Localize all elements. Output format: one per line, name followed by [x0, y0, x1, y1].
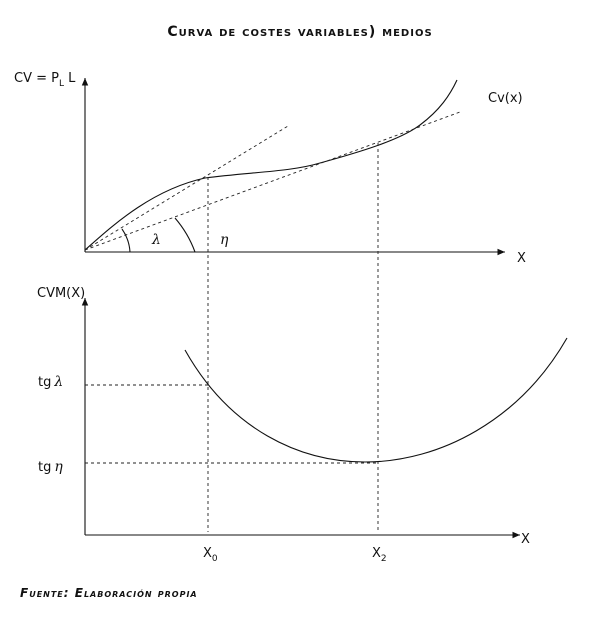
label-part: η — [54, 459, 63, 475]
title: Curva de costes variables) medios — [167, 24, 432, 40]
angle-label: λ — [151, 232, 161, 248]
y-axis-label: CVM(X) — [37, 286, 85, 301]
curve-label: Cv(x) — [488, 91, 523, 106]
label-part: L — [64, 71, 76, 86]
y-tick-label: tg η — [38, 459, 63, 475]
label-part: X — [372, 546, 381, 561]
label-part: tg — [38, 460, 51, 475]
label-part: L — [59, 79, 64, 89]
cv-curve — [84, 79, 458, 251]
cvm-curve — [184, 337, 568, 463]
x-axis-label: X — [517, 251, 526, 266]
angle-label: η — [220, 232, 229, 248]
label-part: λ — [53, 374, 63, 390]
y-axis-label: CV = PL L — [14, 71, 76, 89]
y-tick-label: tg λ — [38, 374, 63, 390]
label-part: X — [203, 546, 212, 561]
x-tick-label: X0 — [203, 546, 218, 564]
ray-line — [84, 111, 461, 251]
tangent-line — [84, 125, 289, 251]
label-part: CV = P — [14, 71, 59, 86]
label-part: 0 — [212, 554, 218, 564]
x-tick-label: X2 — [372, 546, 387, 564]
source: Fuente: Elaboración propia — [20, 586, 198, 600]
x-axis-label: X — [521, 532, 530, 547]
angle-arc — [121, 228, 131, 253]
label-part: tg — [38, 375, 51, 390]
angle-arc — [174, 217, 196, 253]
label-part: 2 — [381, 554, 387, 564]
